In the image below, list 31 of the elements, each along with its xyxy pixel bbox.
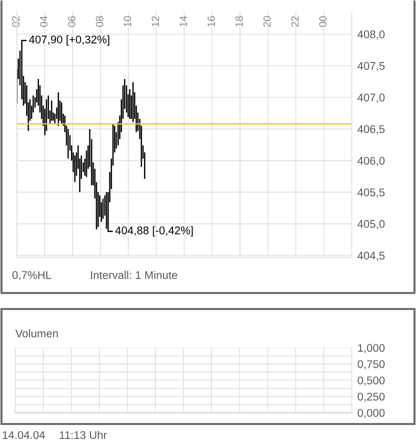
- x-tick-label: 10: [124, 16, 132, 26]
- x-tick-label: 18: [235, 16, 243, 26]
- x-tick-label: 22: [291, 16, 299, 27]
- text: 0,7%HL: [12, 271, 52, 280]
- y-tick-label: 406,0: [358, 156, 385, 166]
- annotation: 407,90 [+0,32%]: [29, 35, 110, 46]
- y-tick-label: 0,000: [358, 408, 385, 418]
- x-tick-label: 00: [319, 16, 327, 27]
- y-tick-label: 0,750: [358, 360, 385, 370]
- y-tick-label: 0,500: [358, 376, 385, 386]
- x-tick-label: 20: [263, 16, 271, 27]
- y-tick-label: 407,5: [358, 62, 385, 72]
- y-tick-label: 408,0: [358, 30, 385, 40]
- text: 11:13 Uhr: [60, 430, 107, 439]
- x-tick-label: 08: [96, 16, 104, 27]
- x-tick-label: 14: [180, 16, 187, 26]
- x-tick-label: 06: [68, 16, 76, 27]
- x-tick-label: 04: [40, 16, 48, 27]
- y-tick-label: 406,5: [358, 125, 385, 134]
- y-tick-label: 1,000: [358, 344, 385, 354]
- x-tick-label: 16: [208, 16, 215, 26]
- annotation: 404,88 [-0,42%]: [115, 226, 193, 237]
- text: 14.04.04: [2, 431, 45, 439]
- x-tick-label: 12: [152, 16, 159, 26]
- y-tick-label: 405,5: [358, 188, 385, 198]
- y-tick-label: 404,5: [358, 252, 385, 261]
- y-tick-label: 407,0: [358, 94, 385, 103]
- text: Intervall: 1 Minute: [91, 270, 178, 279]
- y-tick-label: 405,0: [358, 220, 385, 230]
- chart-title: Volumen: [15, 329, 58, 338]
- y-tick-label: 0,250: [358, 392, 385, 402]
